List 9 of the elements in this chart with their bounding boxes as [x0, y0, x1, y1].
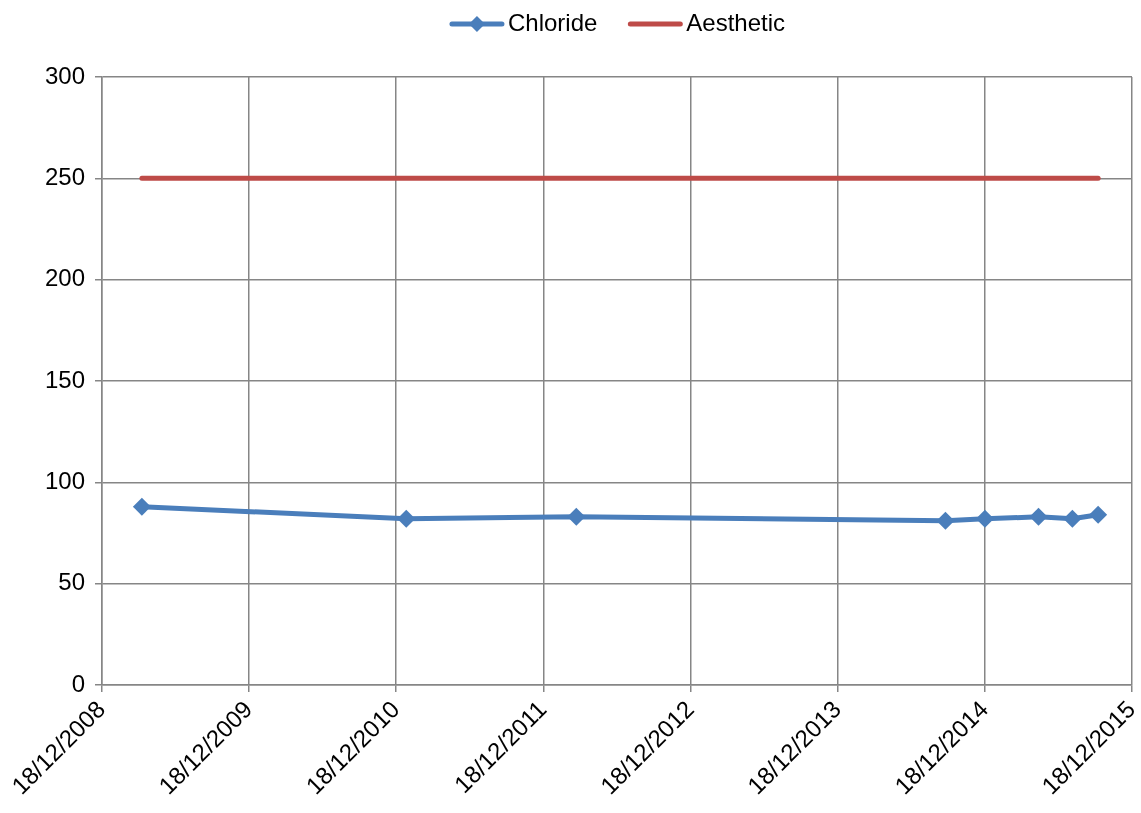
y-tick-label: 0 — [71, 669, 85, 697]
y-tick-label: 100 — [44, 466, 85, 494]
y-tick-label: 250 — [44, 162, 85, 190]
y-tick-label: 300 — [44, 61, 85, 89]
y-tick-label: 150 — [44, 365, 85, 393]
legend-label: Chloride — [507, 8, 598, 36]
legend-label: Aesthetic — [686, 8, 786, 36]
y-tick-label: 50 — [58, 568, 85, 596]
y-tick-label: 200 — [44, 264, 85, 292]
